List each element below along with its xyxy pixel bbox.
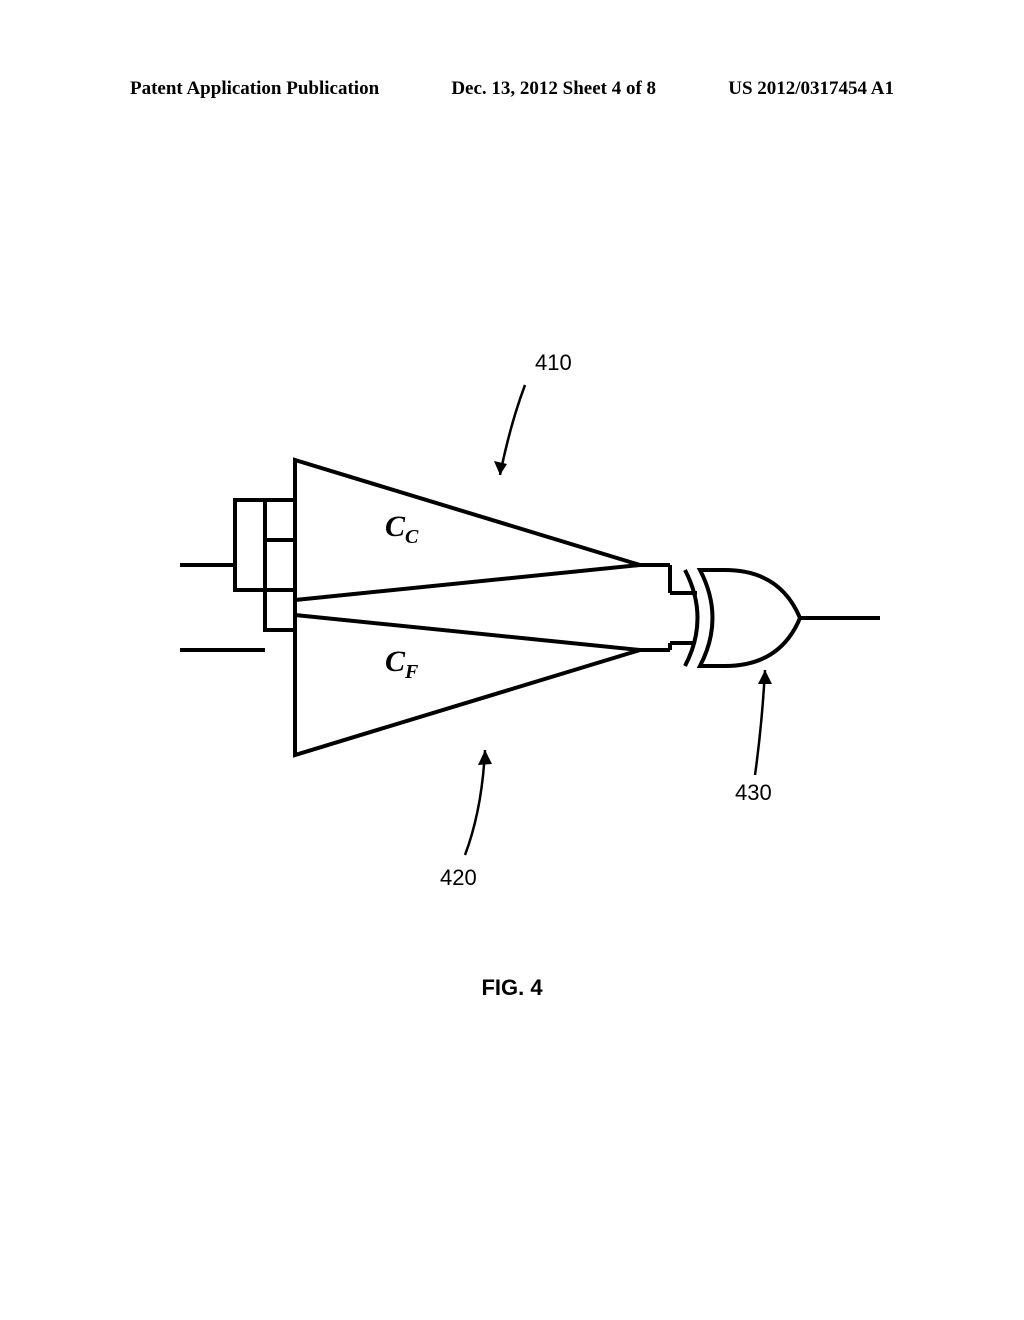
arrow-420 bbox=[478, 750, 492, 765]
header-left: Patent Application Publication bbox=[130, 78, 379, 100]
ref-410: 410 bbox=[535, 350, 572, 376]
ref-430: 430 bbox=[735, 780, 772, 806]
header-right: US 2012/0317454 A1 bbox=[728, 78, 894, 100]
arrow-430 bbox=[758, 670, 772, 684]
header-center: Dec. 13, 2012 Sheet 4 of 8 bbox=[451, 78, 656, 100]
arrow-410 bbox=[494, 461, 507, 475]
leader-410 bbox=[500, 385, 525, 475]
leader-420 bbox=[465, 750, 485, 855]
circuit-diagram: 410 420 430 CC CF bbox=[180, 330, 840, 950]
xor-body bbox=[700, 570, 800, 666]
triangle-cf bbox=[295, 615, 640, 755]
triangle-cc bbox=[295, 460, 640, 600]
ref-420: 420 bbox=[440, 865, 477, 891]
xor-back-arc bbox=[685, 570, 698, 666]
label-cc: CC bbox=[385, 510, 418, 549]
label-cf: CF bbox=[385, 645, 418, 684]
input-stub-bottom bbox=[265, 540, 295, 630]
figure-label: FIG. 4 bbox=[481, 975, 542, 1001]
leader-430 bbox=[755, 670, 765, 775]
